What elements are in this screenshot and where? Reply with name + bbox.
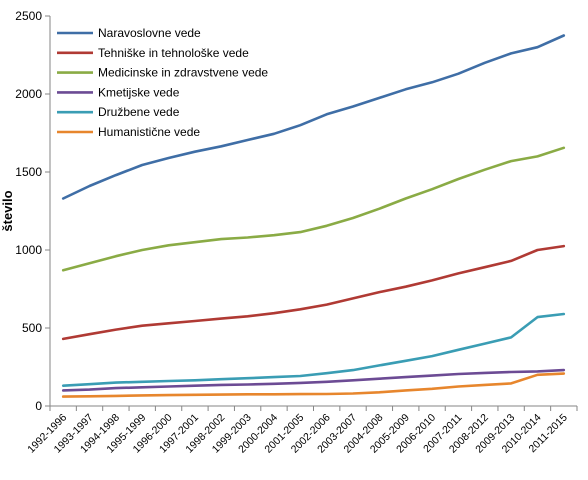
y-axis-title: število <box>0 190 15 231</box>
y-tick-label: 1500 <box>15 165 42 179</box>
series-line-4 <box>61 312 566 388</box>
series-line-2 <box>61 146 566 272</box>
y-tick-label: 1000 <box>15 243 42 257</box>
y-axis: 0 500 1000 1500 2000 2500 <box>15 9 51 413</box>
y-tick-label: 2000 <box>15 87 42 101</box>
y-tick-label: 500 <box>22 321 42 335</box>
series-line-0 <box>61 34 566 200</box>
y-tick-label: 2500 <box>15 9 42 23</box>
legend-label: Medicinske in zdravstvene vede <box>98 66 268 80</box>
y-tick-label: 0 <box>35 399 42 413</box>
legend-label: Tehniške in tehnološke vede <box>98 46 249 60</box>
series-line-1 <box>61 244 566 341</box>
series-line-5 <box>61 372 566 398</box>
series-line-3 <box>61 368 566 392</box>
legend: Naravoslovne vede Tehniške in tehnološke … <box>57 26 268 139</box>
legend-label: Naravoslovne vede <box>98 26 201 40</box>
series-lines <box>61 34 566 398</box>
legend-label: Humanistične vede <box>98 125 200 139</box>
legend-label: Kmetijske vede <box>98 85 180 99</box>
legend-label: Družbene vede <box>98 105 180 119</box>
x-axis: 1992-19961993-19971994-19981995-19991996… <box>25 405 578 456</box>
